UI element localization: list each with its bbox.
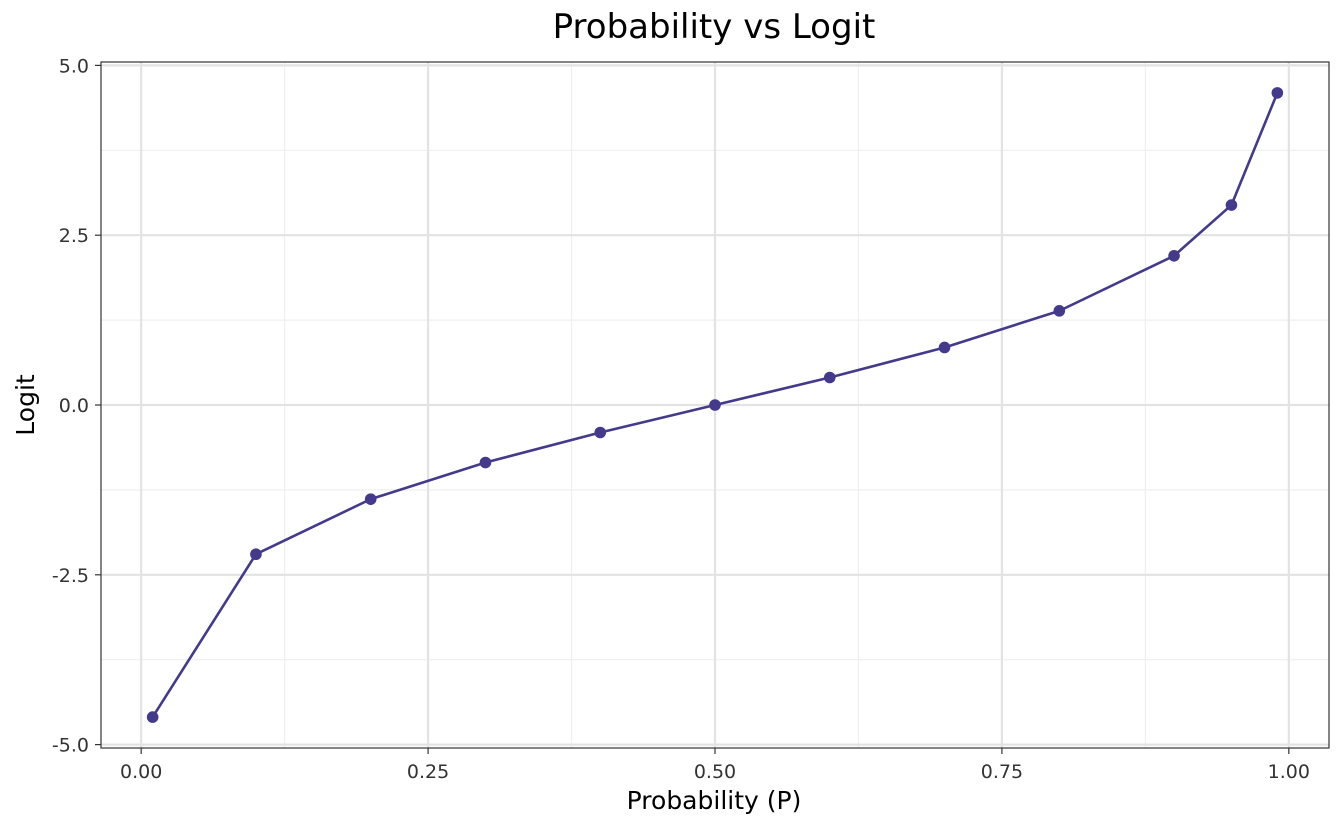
data-point xyxy=(1271,87,1284,99)
data-point xyxy=(146,711,159,723)
x-tick-label: 0.00 xyxy=(120,761,162,783)
data-point xyxy=(594,426,607,439)
y-axis-title: Logit xyxy=(11,374,40,436)
data-point xyxy=(1168,249,1180,262)
axis-layer: 0.00 0.25 0.50 0.75 1.00 -5.0 -2.5 0.0 2.5 5.0 xyxy=(52,55,1330,783)
series-layer xyxy=(146,87,1284,723)
y-tick-label: 0.0 xyxy=(59,395,89,417)
data-point xyxy=(250,548,262,561)
data-point xyxy=(1225,199,1238,211)
y-tick-label: -5.0 xyxy=(52,735,89,757)
x-axis-title: Probability (P) xyxy=(627,786,802,815)
data-point xyxy=(709,399,721,411)
y-tick-label: 5.0 xyxy=(59,55,89,77)
x-tick-label: 0.25 xyxy=(407,761,449,783)
x-tick-label: 0.75 xyxy=(981,761,1023,783)
chart-title: Probability vs Logit xyxy=(553,7,876,47)
x-tick-label: 1.00 xyxy=(1268,761,1310,783)
series-line-0 xyxy=(151,92,1279,718)
y-tick-label: 2.5 xyxy=(59,225,89,247)
x-tick-label: 0.50 xyxy=(694,761,736,783)
data-point xyxy=(364,493,377,505)
data-point xyxy=(479,456,492,469)
data-point xyxy=(938,341,951,354)
data-point xyxy=(823,371,836,384)
data-point xyxy=(1053,305,1066,317)
y-tick-label: -2.5 xyxy=(52,565,89,587)
